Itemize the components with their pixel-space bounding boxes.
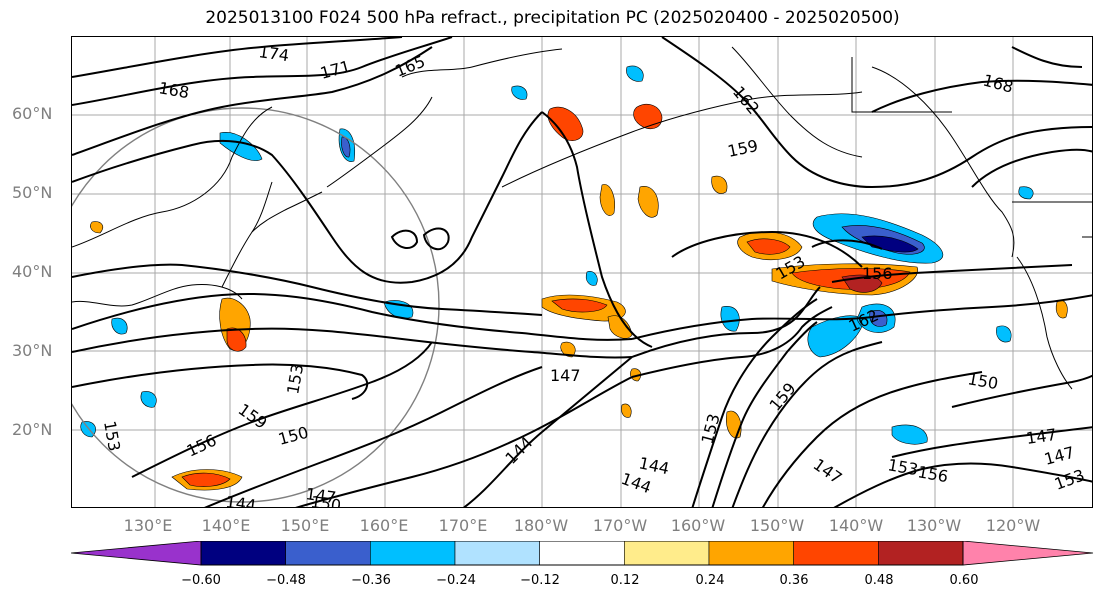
colorbar-segment (200, 541, 286, 566)
contour-label: 156 (184, 430, 220, 460)
map-panel: 174 171 168 165 162 168 159 153 156 162 … (71, 36, 1093, 508)
negative-shading (80, 65, 1034, 445)
lon-label: 180°W (513, 516, 569, 535)
contour-label: 147 (1025, 425, 1058, 448)
contour-label: 147 (810, 455, 846, 488)
contour-label: 150 (309, 492, 342, 508)
colorbar-tick: −0.36 (351, 573, 391, 588)
contour-label: 153 (698, 412, 724, 446)
colorbar-segment (539, 541, 625, 566)
range-circle (72, 107, 440, 503)
contour-label: 159 (235, 400, 271, 433)
lon-label: 130°W (906, 516, 962, 535)
lon-label: 140°E (201, 516, 251, 535)
colorbar-tick: 0.36 (779, 573, 809, 588)
colorbar-tick: 0.48 (864, 573, 894, 588)
colorbar-extend-left (71, 541, 202, 566)
colorbar-tick: −0.48 (266, 573, 306, 588)
lon-label: 170°E (438, 516, 488, 535)
contour-label: 150 (966, 369, 999, 393)
contour-label: 153 (886, 455, 919, 479)
lon-label: 170°W (592, 516, 648, 535)
lon-label: 130°E (123, 516, 173, 535)
contour-label: 147 (550, 366, 581, 385)
contour-label: 174 (257, 42, 290, 65)
contour-label: 171 (318, 57, 352, 83)
colorbar (71, 541, 1094, 566)
contour-label: 156 (916, 462, 949, 486)
contour-label: 156 (862, 264, 893, 283)
contour-label: 144 (224, 492, 257, 508)
lon-label: 150°W (749, 516, 805, 535)
lon-label: 140°W (828, 516, 884, 535)
contour-label: 153 (100, 419, 124, 452)
contour-label: 168 (981, 71, 1015, 97)
lon-label: 160°W (670, 516, 726, 535)
colorbar-segment (624, 541, 710, 566)
contour-label: 165 (392, 52, 427, 81)
contour-label: 159 (766, 379, 800, 415)
colorbar-segment (708, 541, 794, 566)
colorbar-segment (370, 541, 456, 566)
contour-label: 162 (729, 82, 763, 118)
lat-label: 50°N (12, 183, 53, 202)
lat-label: 20°N (12, 420, 53, 439)
contour-label: 168 (157, 78, 190, 102)
lat-label: 30°N (12, 341, 53, 360)
colorbar-tick: 0.24 (695, 573, 725, 588)
contour-label: 159 (726, 136, 760, 161)
colorbar-segment (793, 541, 879, 566)
contour-label: 144 (501, 433, 536, 468)
coastlines (72, 46, 1092, 390)
lon-label: 160°E (359, 516, 409, 535)
contour-label: 150 (276, 423, 310, 449)
colorbar-segment (878, 541, 964, 566)
colorbar-tick: −0.12 (520, 573, 560, 588)
contour-label: 147 (1042, 443, 1076, 469)
contour-label: 147 (304, 484, 337, 507)
chart-title: 2025013100 F024 500 hPa refract., precip… (205, 8, 900, 28)
colorbar-tick: 0.12 (610, 573, 640, 588)
colorbar-segment (454, 541, 540, 566)
lon-label: 150°E (280, 516, 330, 535)
colorbar-segment (285, 541, 371, 566)
height-contours (72, 37, 1092, 507)
colorbar-tick: −0.60 (181, 573, 221, 588)
colorbar-extend-right (962, 541, 1094, 566)
contour-label: 153 (1052, 465, 1087, 493)
lat-label: 40°N (12, 262, 53, 281)
lon-label: 120°W (985, 516, 1041, 535)
colorbar-tick: 0.60 (949, 573, 979, 588)
lat-label: 60°N (12, 104, 53, 123)
map-svg: 174 171 168 165 162 168 159 153 156 162 … (72, 37, 1092, 508)
contour-label: 153 (283, 362, 307, 395)
colorbar-tick: −0.24 (436, 573, 476, 588)
